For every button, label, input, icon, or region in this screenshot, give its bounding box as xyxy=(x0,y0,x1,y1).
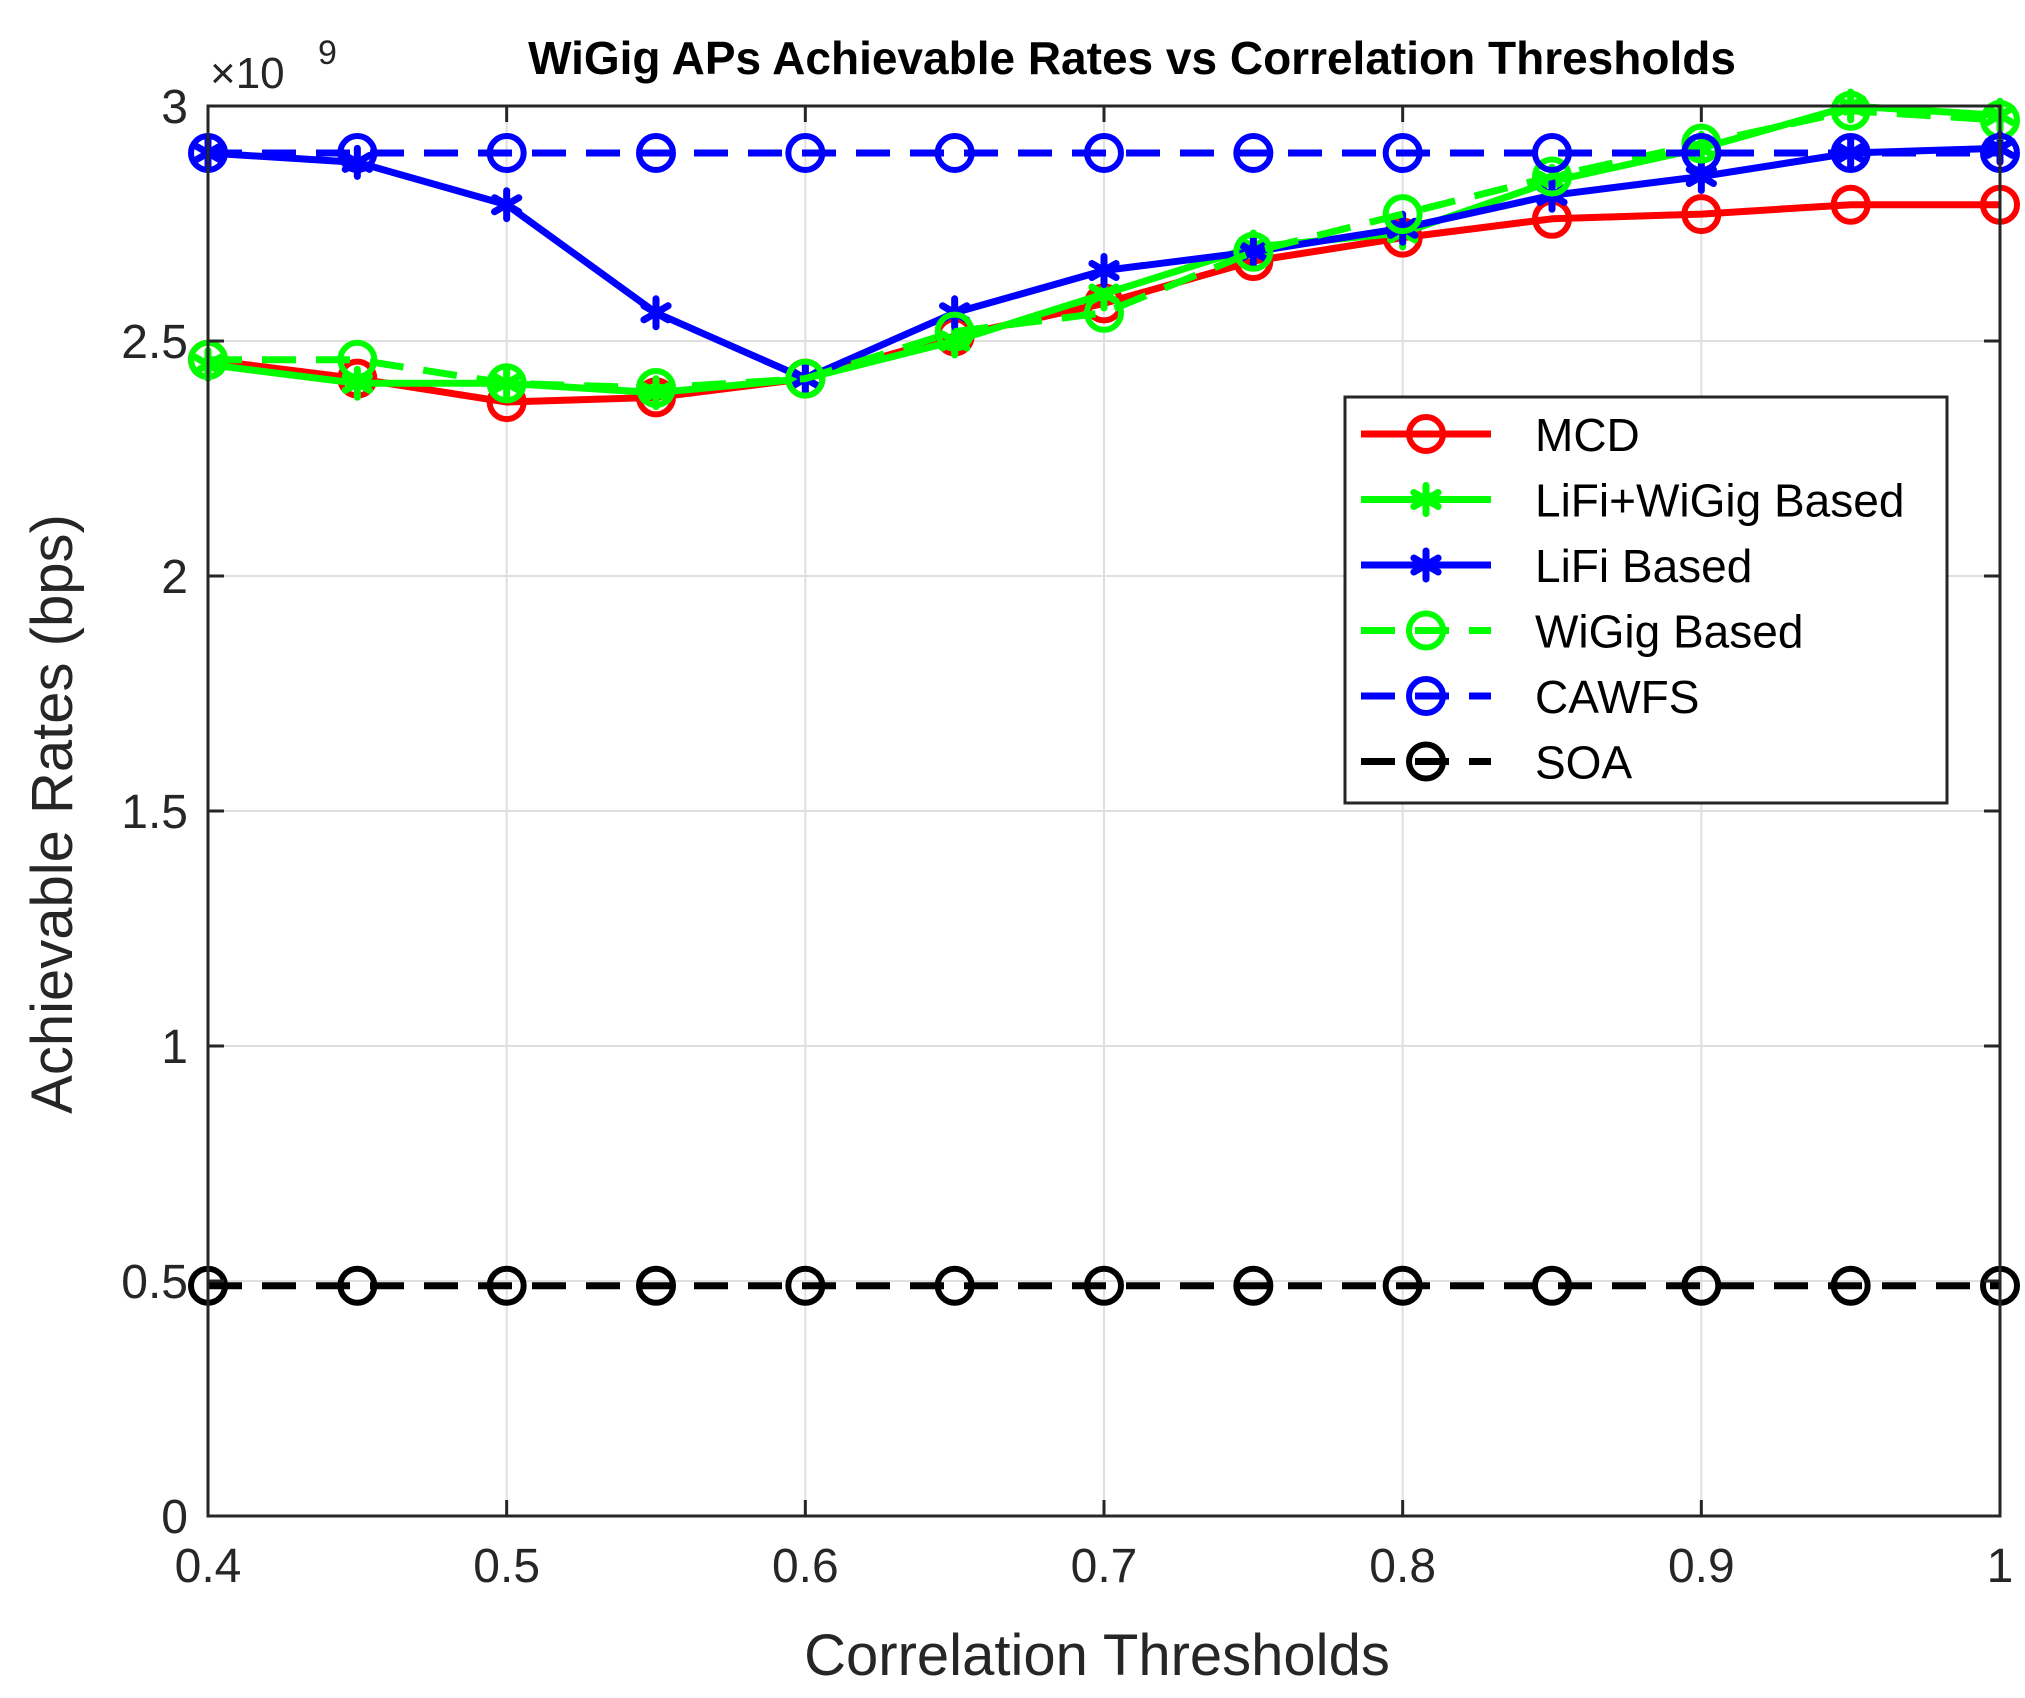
data-point-marker xyxy=(1233,1265,1274,1306)
legend-label: CAWFS xyxy=(1535,671,1699,723)
data-point-marker xyxy=(1382,133,1423,173)
y-multiplier-base: ×10 xyxy=(210,49,285,98)
data-point-marker xyxy=(1532,133,1572,173)
data-point-marker xyxy=(1084,292,1124,333)
data-point-marker xyxy=(337,133,378,173)
legend-entry: WiGig Based xyxy=(1361,606,1803,658)
data-point-marker xyxy=(337,339,378,380)
data-point-marker xyxy=(1233,231,1274,272)
data-point-marker xyxy=(785,133,826,173)
series-layer xyxy=(188,88,2020,1306)
data-point-marker xyxy=(636,1265,676,1306)
asterisk-stroke xyxy=(491,194,523,216)
legend-box xyxy=(1343,395,1949,805)
y-multiplier-exponent: 9 xyxy=(318,34,337,72)
axis-ticks: 0.4 0.5 0.6 0.7 0.8 0.9 1 0 0.5 1 1.5 2 2.5 3 xyxy=(121,81,2013,1593)
y-tick-label: 2 xyxy=(161,551,188,604)
data-point-marker xyxy=(1406,610,1446,651)
data-point-marker xyxy=(337,1265,378,1306)
data-point-marker xyxy=(1532,156,1572,197)
legend-entry: CAWFS xyxy=(1361,671,1699,723)
y-tick-label: 0 xyxy=(161,1491,188,1544)
data-point-marker xyxy=(1830,1265,1871,1306)
y-tick-label: 2.5 xyxy=(121,316,188,369)
data-point-marker xyxy=(934,133,975,173)
data-point-marker xyxy=(1382,1265,1423,1306)
x-tick-label: 0.5 xyxy=(473,1540,540,1593)
data-point-marker xyxy=(1084,1265,1124,1306)
data-point-marker xyxy=(1681,133,1722,173)
data-point-marker xyxy=(1406,414,1446,454)
data-point-marker xyxy=(1406,676,1446,716)
x-tick-label: 0.8 xyxy=(1369,1540,1436,1593)
data-point-marker xyxy=(1410,547,1442,583)
data-point-marker xyxy=(785,358,826,399)
legend-entry: MCD xyxy=(1361,409,1640,461)
data-point-marker xyxy=(636,368,676,408)
data-point-marker xyxy=(1532,1265,1572,1306)
y-tick-label: 0.5 xyxy=(121,1256,188,1309)
data-point-marker xyxy=(486,133,527,173)
legend-label: LiFi Based xyxy=(1535,540,1752,592)
legend-label: MCD xyxy=(1535,409,1640,461)
asterisk-stroke xyxy=(1410,489,1442,510)
x-tick-label: 0.6 xyxy=(772,1540,839,1593)
legend-entry: SOA xyxy=(1361,737,1632,789)
data-point-marker xyxy=(785,1265,826,1306)
y-axis-label: Achievable Rates (bps) xyxy=(20,514,85,1114)
x-tick-label: 0.9 xyxy=(1668,1540,1735,1593)
data-point-marker xyxy=(491,187,523,223)
legend-label: SOA xyxy=(1535,737,1632,789)
data-point-marker xyxy=(1084,133,1124,173)
data-point-marker xyxy=(1410,482,1442,517)
y-tick-label: 3 xyxy=(161,81,188,134)
data-point-marker xyxy=(636,133,676,173)
data-point-marker xyxy=(1830,133,1871,173)
chart-title: WiGig APs Achievable Rates vs Correlatio… xyxy=(528,32,1736,84)
x-tick-label: 0.7 xyxy=(1071,1540,1138,1593)
data-point-marker xyxy=(1382,194,1423,235)
x-tick-label: 0.4 xyxy=(175,1540,242,1593)
data-point-marker xyxy=(1830,90,1871,131)
data-point-marker xyxy=(486,1265,527,1306)
legend-entry: LiFi Based xyxy=(1361,540,1752,592)
data-point-marker xyxy=(934,1265,975,1306)
y-tick-label: 1 xyxy=(161,1021,188,1074)
legend-entry: LiFi+WiGig Based xyxy=(1361,475,1904,527)
x-axis-label: Correlation Thresholds xyxy=(804,1623,1390,1688)
legend-label: WiGig Based xyxy=(1535,606,1803,658)
data-point-marker xyxy=(934,311,975,352)
y-tick-label: 1.5 xyxy=(121,786,188,839)
data-point-marker xyxy=(1681,194,1722,235)
legend: MCD LiFi+WiGig Based LiFi Based WiGig Based… xyxy=(1343,395,1949,805)
legend-label: LiFi+WiGig Based xyxy=(1535,475,1904,527)
series-soa xyxy=(188,1265,2020,1306)
asterisk-stroke xyxy=(1410,554,1442,576)
data-point-marker xyxy=(1830,184,1871,225)
data-point-marker xyxy=(640,295,672,331)
data-point-marker xyxy=(486,363,527,404)
data-point-marker xyxy=(1681,1265,1722,1306)
asterisk-stroke xyxy=(341,372,373,394)
data-point-marker xyxy=(1406,741,1446,782)
y-axis-multiplier: ×10 9 xyxy=(210,34,337,98)
asterisk-stroke xyxy=(1685,166,1717,187)
data-point-marker xyxy=(1088,253,1120,288)
series-line xyxy=(208,107,2001,392)
asterisk-stroke xyxy=(640,302,672,324)
asterisk-stroke xyxy=(1088,260,1120,281)
x-tick-label: 1 xyxy=(1987,1540,2014,1593)
data-point-marker xyxy=(1233,133,1274,173)
